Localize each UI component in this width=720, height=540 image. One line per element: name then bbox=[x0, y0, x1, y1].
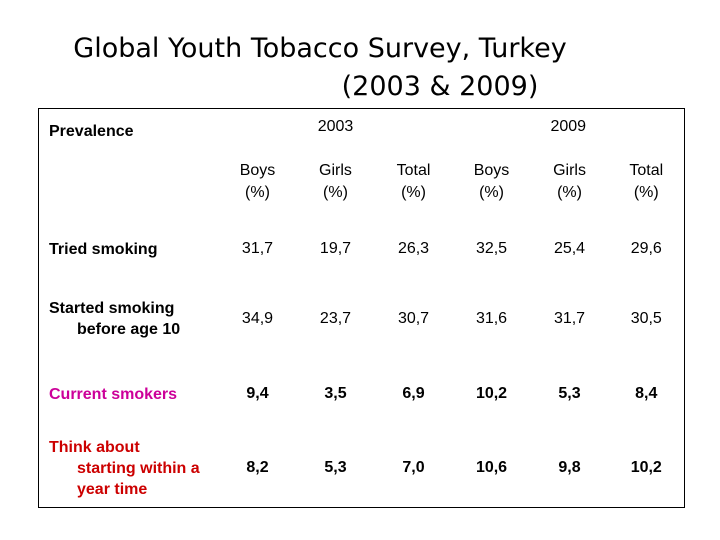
column-header: Girls (%) bbox=[319, 162, 352, 201]
cell-value: 29,6 bbox=[630, 240, 662, 257]
year-2009-header: 2009 bbox=[550, 118, 587, 135]
cell-value: 10,2 bbox=[630, 459, 662, 476]
cell-value: 31,7 bbox=[553, 310, 586, 327]
cell-value: 10,2 bbox=[475, 385, 508, 402]
cell-value: 30,7 bbox=[397, 310, 430, 327]
row-label: Think about starting within a year time bbox=[49, 438, 200, 498]
cell-value: 30,5 bbox=[630, 310, 662, 327]
column-header: Boys (%) bbox=[239, 162, 276, 201]
cell-value: 26,3 bbox=[397, 240, 430, 257]
slide-title: Global Youth Tobacco Survey, Turkey (200… bbox=[0, 30, 720, 106]
cell-value: 34,9 bbox=[241, 310, 274, 327]
row-started-before-10: Started smoking before age 10 34,9 23,7 3… bbox=[39, 279, 685, 359]
cell-value: 9,4 bbox=[246, 385, 269, 402]
column-header: Total (%) bbox=[629, 162, 664, 201]
cell-value: 31,7 bbox=[241, 240, 274, 257]
cell-value: 31,6 bbox=[475, 310, 508, 327]
cell-value: 7,0 bbox=[402, 459, 425, 476]
cell-value: 8,2 bbox=[246, 459, 269, 476]
year-2003-header: 2003 bbox=[317, 118, 354, 135]
cell-value: 19,7 bbox=[319, 240, 352, 257]
cell-value: 23,7 bbox=[319, 310, 352, 327]
row-current-smokers: Current smokers 9,4 3,5 6,9 10,2 5,3 8,4 bbox=[39, 359, 685, 429]
cell-value: 5,3 bbox=[324, 459, 347, 476]
cell-value: 32,5 bbox=[475, 240, 508, 257]
column-header: Boys (%) bbox=[473, 162, 510, 201]
row-label: Started smoking before age 10 bbox=[49, 300, 181, 338]
row-tried-smoking: Tried smoking 31,7 19,7 26,3 32,5 25,4 2… bbox=[39, 219, 685, 279]
cell-value: 9,8 bbox=[558, 459, 581, 476]
row-think-about-starting: Think about starting within a year time 8,… bbox=[39, 429, 685, 508]
column-header: Girls (%) bbox=[553, 162, 586, 201]
cell-value: 5,3 bbox=[558, 385, 581, 402]
column-header-row: Boys (%) Girls (%) Total (%) Boys (%) Girls(… bbox=[39, 145, 685, 219]
cell-value: 3,5 bbox=[324, 385, 347, 402]
row-label: Tried smoking bbox=[49, 240, 158, 258]
row-label: Current smokers bbox=[49, 385, 178, 403]
cell-value: 6,9 bbox=[402, 385, 425, 402]
prevalence-label: Prevalence bbox=[49, 123, 134, 140]
cell-value: 10,6 bbox=[475, 459, 508, 476]
column-header: Total (%) bbox=[396, 162, 431, 201]
year-header-row: Prevalence 2003 2009 bbox=[39, 109, 685, 146]
title-line-2: (2003 & 2009) bbox=[341, 71, 539, 102]
cell-value: 8,4 bbox=[635, 385, 658, 402]
cell-value: 25,4 bbox=[553, 240, 586, 257]
survey-table: Prevalence 2003 2009 Boys (%) Girls (%) To… bbox=[38, 108, 686, 508]
title-line-1: Global Youth Tobacco Survey, Turkey bbox=[73, 33, 567, 64]
